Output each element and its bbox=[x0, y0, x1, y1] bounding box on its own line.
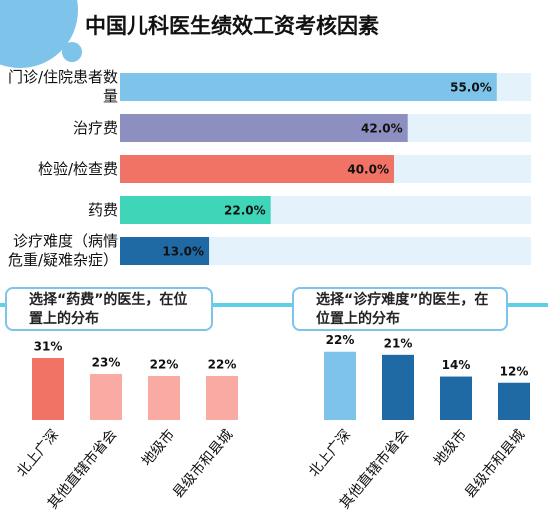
bar bbox=[324, 351, 356, 420]
x-tick-label: 县级市和县城 bbox=[169, 426, 236, 501]
bar bbox=[120, 237, 210, 265]
x-tick-label: 北上广深 bbox=[306, 427, 354, 480]
value-label: 23% bbox=[92, 356, 121, 370]
value-label: 21% bbox=[384, 336, 413, 350]
callout: 选择“药费”的医生，在位置上的分布 bbox=[5, 287, 213, 331]
bar bbox=[498, 382, 530, 420]
decor-circle bbox=[0, 0, 78, 68]
category-label: 药费 bbox=[87, 200, 118, 219]
value-label: 40.0% bbox=[347, 163, 389, 177]
bar bbox=[90, 374, 122, 420]
value-label: 22.0% bbox=[224, 204, 266, 218]
bar bbox=[440, 376, 472, 420]
callout: 选择“诊疗难度”的医生，在位置上的分布 bbox=[292, 287, 508, 331]
x-tick-label: 地级市 bbox=[430, 426, 470, 469]
value-label: 42.0% bbox=[361, 122, 403, 136]
value-label: 22% bbox=[150, 358, 179, 372]
bar bbox=[120, 155, 394, 183]
chart-title: 中国儿科医生绩效工资考核因素 bbox=[85, 14, 379, 38]
value-label: 22% bbox=[208, 358, 237, 372]
x-tick-label: 县级市和县城 bbox=[461, 426, 528, 501]
value-label: 14% bbox=[442, 358, 471, 372]
x-tick-label: 北上广深 bbox=[14, 427, 62, 480]
value-label: 22% bbox=[326, 333, 355, 347]
category-label: 治疗费 bbox=[72, 118, 118, 137]
bar bbox=[120, 196, 271, 224]
bar bbox=[120, 73, 497, 101]
bar bbox=[382, 354, 414, 420]
bar bbox=[206, 376, 238, 420]
bar bbox=[120, 114, 408, 142]
value-label: 55.0% bbox=[450, 81, 492, 95]
bar bbox=[32, 358, 64, 420]
value-label: 12% bbox=[500, 364, 529, 378]
value-label: 13.0% bbox=[162, 245, 204, 259]
x-tick-label: 地级市 bbox=[138, 426, 178, 469]
category-label: 诊疗难度（病情危重/疑难杂症） bbox=[7, 232, 118, 269]
category-label: 门诊/住院患者数量 bbox=[7, 68, 118, 105]
decor-dot bbox=[62, 42, 82, 62]
bar bbox=[148, 376, 180, 420]
value-label: 31% bbox=[34, 340, 63, 354]
category-label: 检验/检查费 bbox=[37, 159, 118, 178]
